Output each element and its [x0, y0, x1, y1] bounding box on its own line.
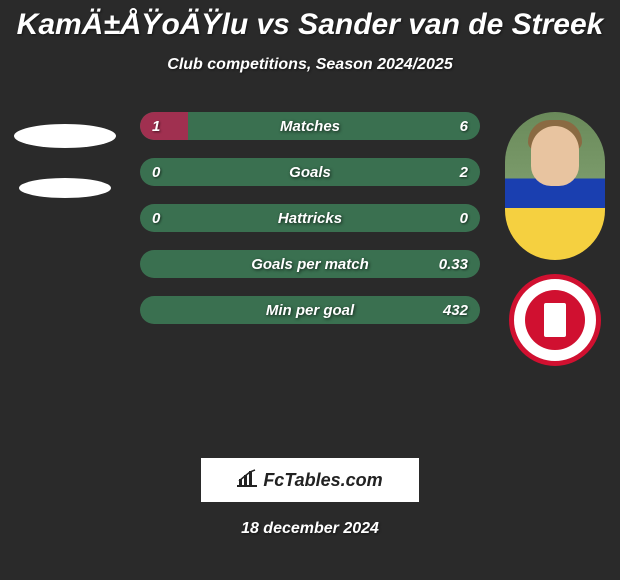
- stat-bar: 0Hattricks0: [140, 204, 480, 232]
- stat-right-value: 2: [460, 164, 468, 181]
- footer-brand-text: FcTables.com: [263, 470, 382, 491]
- right-club-badge: [509, 274, 601, 366]
- stat-bar: Min per goal432: [140, 296, 480, 324]
- stat-bar: 0Goals2: [140, 158, 480, 186]
- stat-label: Goals: [140, 164, 480, 181]
- stat-label: Goals per match: [140, 256, 480, 273]
- stat-right-value: 432: [443, 302, 468, 319]
- left-player-avatar: [14, 124, 116, 148]
- comparison-main: 1Matches60Goals20Hattricks0Goals per mat…: [0, 112, 620, 402]
- chart-icon: [237, 469, 257, 492]
- footer-date: 18 december 2024: [0, 520, 620, 538]
- stat-bar: 1Matches6: [140, 112, 480, 140]
- stat-label: Hattricks: [140, 210, 480, 227]
- stat-bar: Goals per match0.33: [140, 250, 480, 278]
- right-player-column: [490, 112, 620, 366]
- left-player-column: [0, 112, 130, 198]
- stat-right-value: 0: [460, 210, 468, 227]
- stat-right-value: 0.33: [439, 256, 468, 273]
- stat-label: Min per goal: [140, 302, 480, 319]
- comparison-subtitle: Club competitions, Season 2024/2025: [0, 56, 620, 74]
- stat-right-value: 6: [460, 118, 468, 135]
- stat-label: Matches: [140, 118, 480, 135]
- left-club-badge: [19, 178, 111, 198]
- footer-brand-box[interactable]: FcTables.com: [201, 458, 419, 502]
- right-player-avatar: [505, 112, 605, 260]
- stat-bars-container: 1Matches60Goals20Hattricks0Goals per mat…: [140, 112, 480, 324]
- comparison-title: KamÄ±ÅŸoÄŸlu vs Sander van de Streek: [0, 0, 620, 42]
